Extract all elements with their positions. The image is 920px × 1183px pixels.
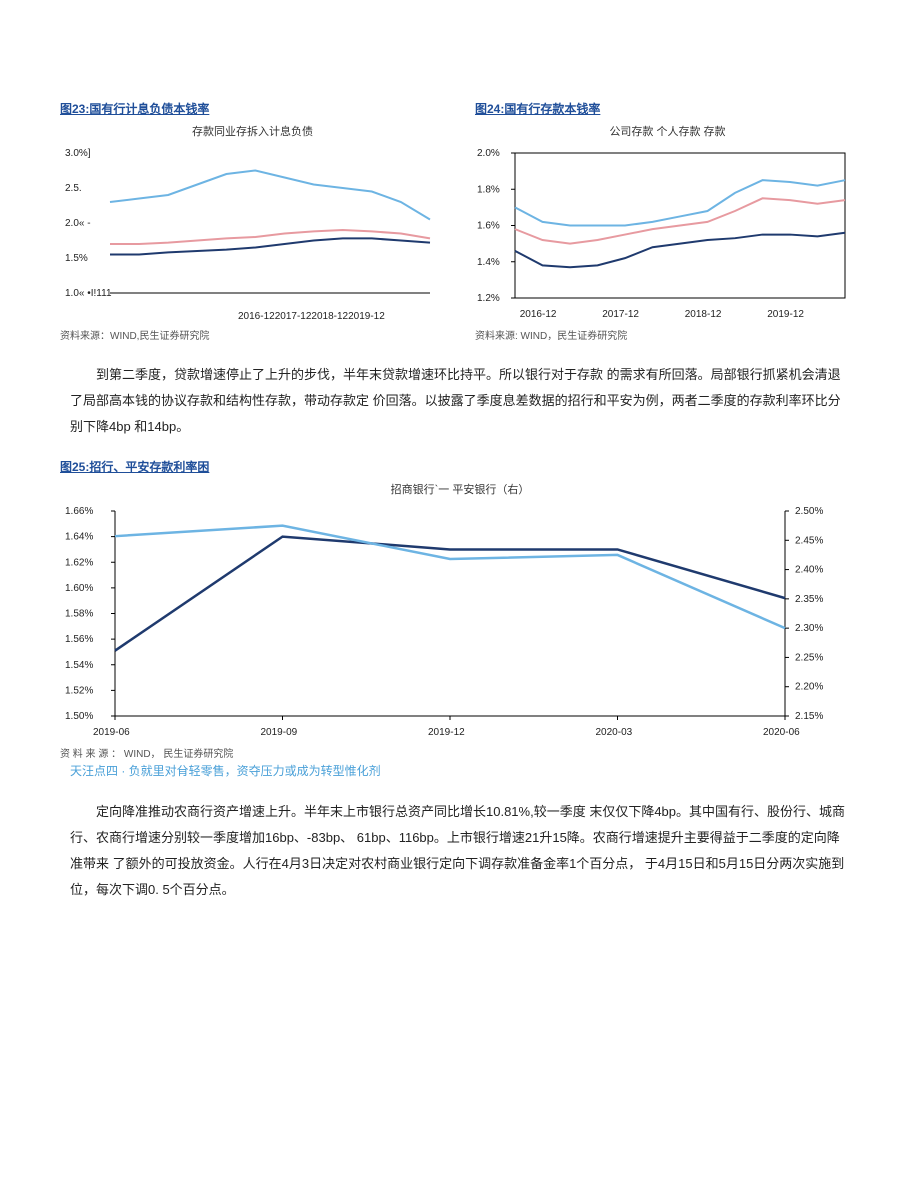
svg-text:2.20%: 2.20% bbox=[795, 682, 823, 693]
svg-text:2.0« -: 2.0« - bbox=[65, 218, 91, 229]
svg-text:2.30%: 2.30% bbox=[795, 623, 823, 634]
chart-25-legend: 招商银行`一 平安银行（右） bbox=[60, 481, 860, 497]
chart-25-title: 图25:招行、平安存款利率困 bbox=[60, 458, 860, 475]
svg-text:2019-06: 2019-06 bbox=[93, 727, 130, 738]
chart-25-container: 图25:招行、平安存款利率困 招商银行`一 平安银行（右） 1.50% 1.52%… bbox=[60, 458, 860, 760]
chart-24-legend: 公司存款 个人存款 存款 bbox=[475, 123, 860, 139]
paragraph-2: 定向降准推动农商行资产增速上升。半年末上市银行总资产同比增长10.81%,较一季… bbox=[70, 799, 850, 903]
svg-text:2.35%: 2.35% bbox=[795, 594, 823, 605]
svg-text:1.4%: 1.4% bbox=[477, 257, 500, 268]
chart-25-source: 资 料 来 源 ： WIND， 民生证券研究院 bbox=[60, 745, 860, 760]
svg-text:2020-06: 2020-06 bbox=[763, 727, 800, 738]
chart-24-plot: 1.2% 1.4% 1.6% 1.8% 2.0% 2016-12 2017-12 2018-1… bbox=[475, 143, 860, 323]
chart-24-title: 图24:国有行存款本钱率 bbox=[475, 100, 860, 117]
svg-text:3.0%]: 3.0%] bbox=[65, 148, 91, 159]
svg-text:1.56%: 1.56% bbox=[65, 634, 93, 645]
chart-23-legend: 存款同业存拆入计息负债 bbox=[60, 123, 445, 139]
svg-text:1.8%: 1.8% bbox=[477, 184, 500, 195]
paragraph-1: 到第二季度，贷款增速停止了上升的步伐，半年末贷款增速环比持平。所以银行对于存款 … bbox=[70, 362, 850, 440]
svg-text:1.5%: 1.5% bbox=[65, 253, 88, 264]
section-subhead: 天汪点四 · 负就里对䏌轻零售，资夺压力或成为转型惟化剂 bbox=[70, 762, 850, 779]
svg-text:2.50%: 2.50% bbox=[795, 506, 823, 517]
svg-text:1.0« •I!111: 1.0« •I!111 bbox=[65, 288, 112, 299]
chart-24-source: 资料来源: WIND，民生证券研究院 bbox=[475, 327, 860, 342]
svg-text:1.62%: 1.62% bbox=[65, 557, 93, 568]
svg-text:2019-09: 2019-09 bbox=[261, 727, 298, 738]
svg-text:1.64%: 1.64% bbox=[65, 532, 93, 543]
chart-23-source: 资料来源：WIND,民生证券研究院 bbox=[60, 327, 445, 342]
svg-text:1.54%: 1.54% bbox=[65, 660, 93, 671]
svg-text:1.50%: 1.50% bbox=[65, 711, 93, 722]
svg-text:2016-12: 2016-12 bbox=[520, 309, 557, 320]
svg-text:2.15%: 2.15% bbox=[795, 711, 823, 722]
svg-text:2016-122017-122018-122019-12: 2016-122017-122018-122019-12 bbox=[238, 311, 385, 322]
svg-text:2020-03: 2020-03 bbox=[596, 727, 633, 738]
svg-text:1.2%: 1.2% bbox=[477, 293, 500, 304]
svg-text:2.25%: 2.25% bbox=[795, 652, 823, 663]
chart-23-title: 图23:国有行计息负债本钱率 bbox=[60, 100, 445, 117]
svg-text:2019-12: 2019-12 bbox=[428, 727, 465, 738]
svg-text:1.52%: 1.52% bbox=[65, 685, 93, 696]
svg-text:2.45%: 2.45% bbox=[795, 535, 823, 546]
svg-text:2.5.: 2.5. bbox=[65, 183, 82, 194]
svg-text:1.58%: 1.58% bbox=[65, 609, 93, 620]
svg-text:1.60%: 1.60% bbox=[65, 583, 93, 594]
svg-text:2018-12: 2018-12 bbox=[685, 309, 722, 320]
svg-text:1.66%: 1.66% bbox=[65, 506, 93, 517]
svg-text:2.0%: 2.0% bbox=[477, 148, 500, 159]
chart-25-plot: 1.50% 1.52% 1.54% 1.56% 1.58% 1.60% 1.62% 1.64%… bbox=[60, 501, 860, 741]
svg-text:2019-12: 2019-12 bbox=[767, 309, 804, 320]
chart-23-container: 图23:国有行计息负债本钱率 存款同业存拆入计息负债 1.0« •I!1111.… bbox=[60, 100, 445, 342]
chart-24-container: 图24:国有行存款本钱率 公司存款 个人存款 存款 1.2%1.4%1.6%1.… bbox=[475, 100, 860, 342]
svg-text:2017-12: 2017-12 bbox=[602, 309, 639, 320]
charts-row-23-24: 图23:国有行计息负债本钱率 存款同业存拆入计息负债 1.0« •I!1111.… bbox=[60, 100, 860, 342]
chart-23-plot: 1.0« •I!111 1.5% 2.0« - 2.5. 3.0%] 2016-12201… bbox=[60, 143, 445, 323]
svg-text:2.40%: 2.40% bbox=[795, 565, 823, 576]
svg-text:1.6%: 1.6% bbox=[477, 221, 500, 232]
